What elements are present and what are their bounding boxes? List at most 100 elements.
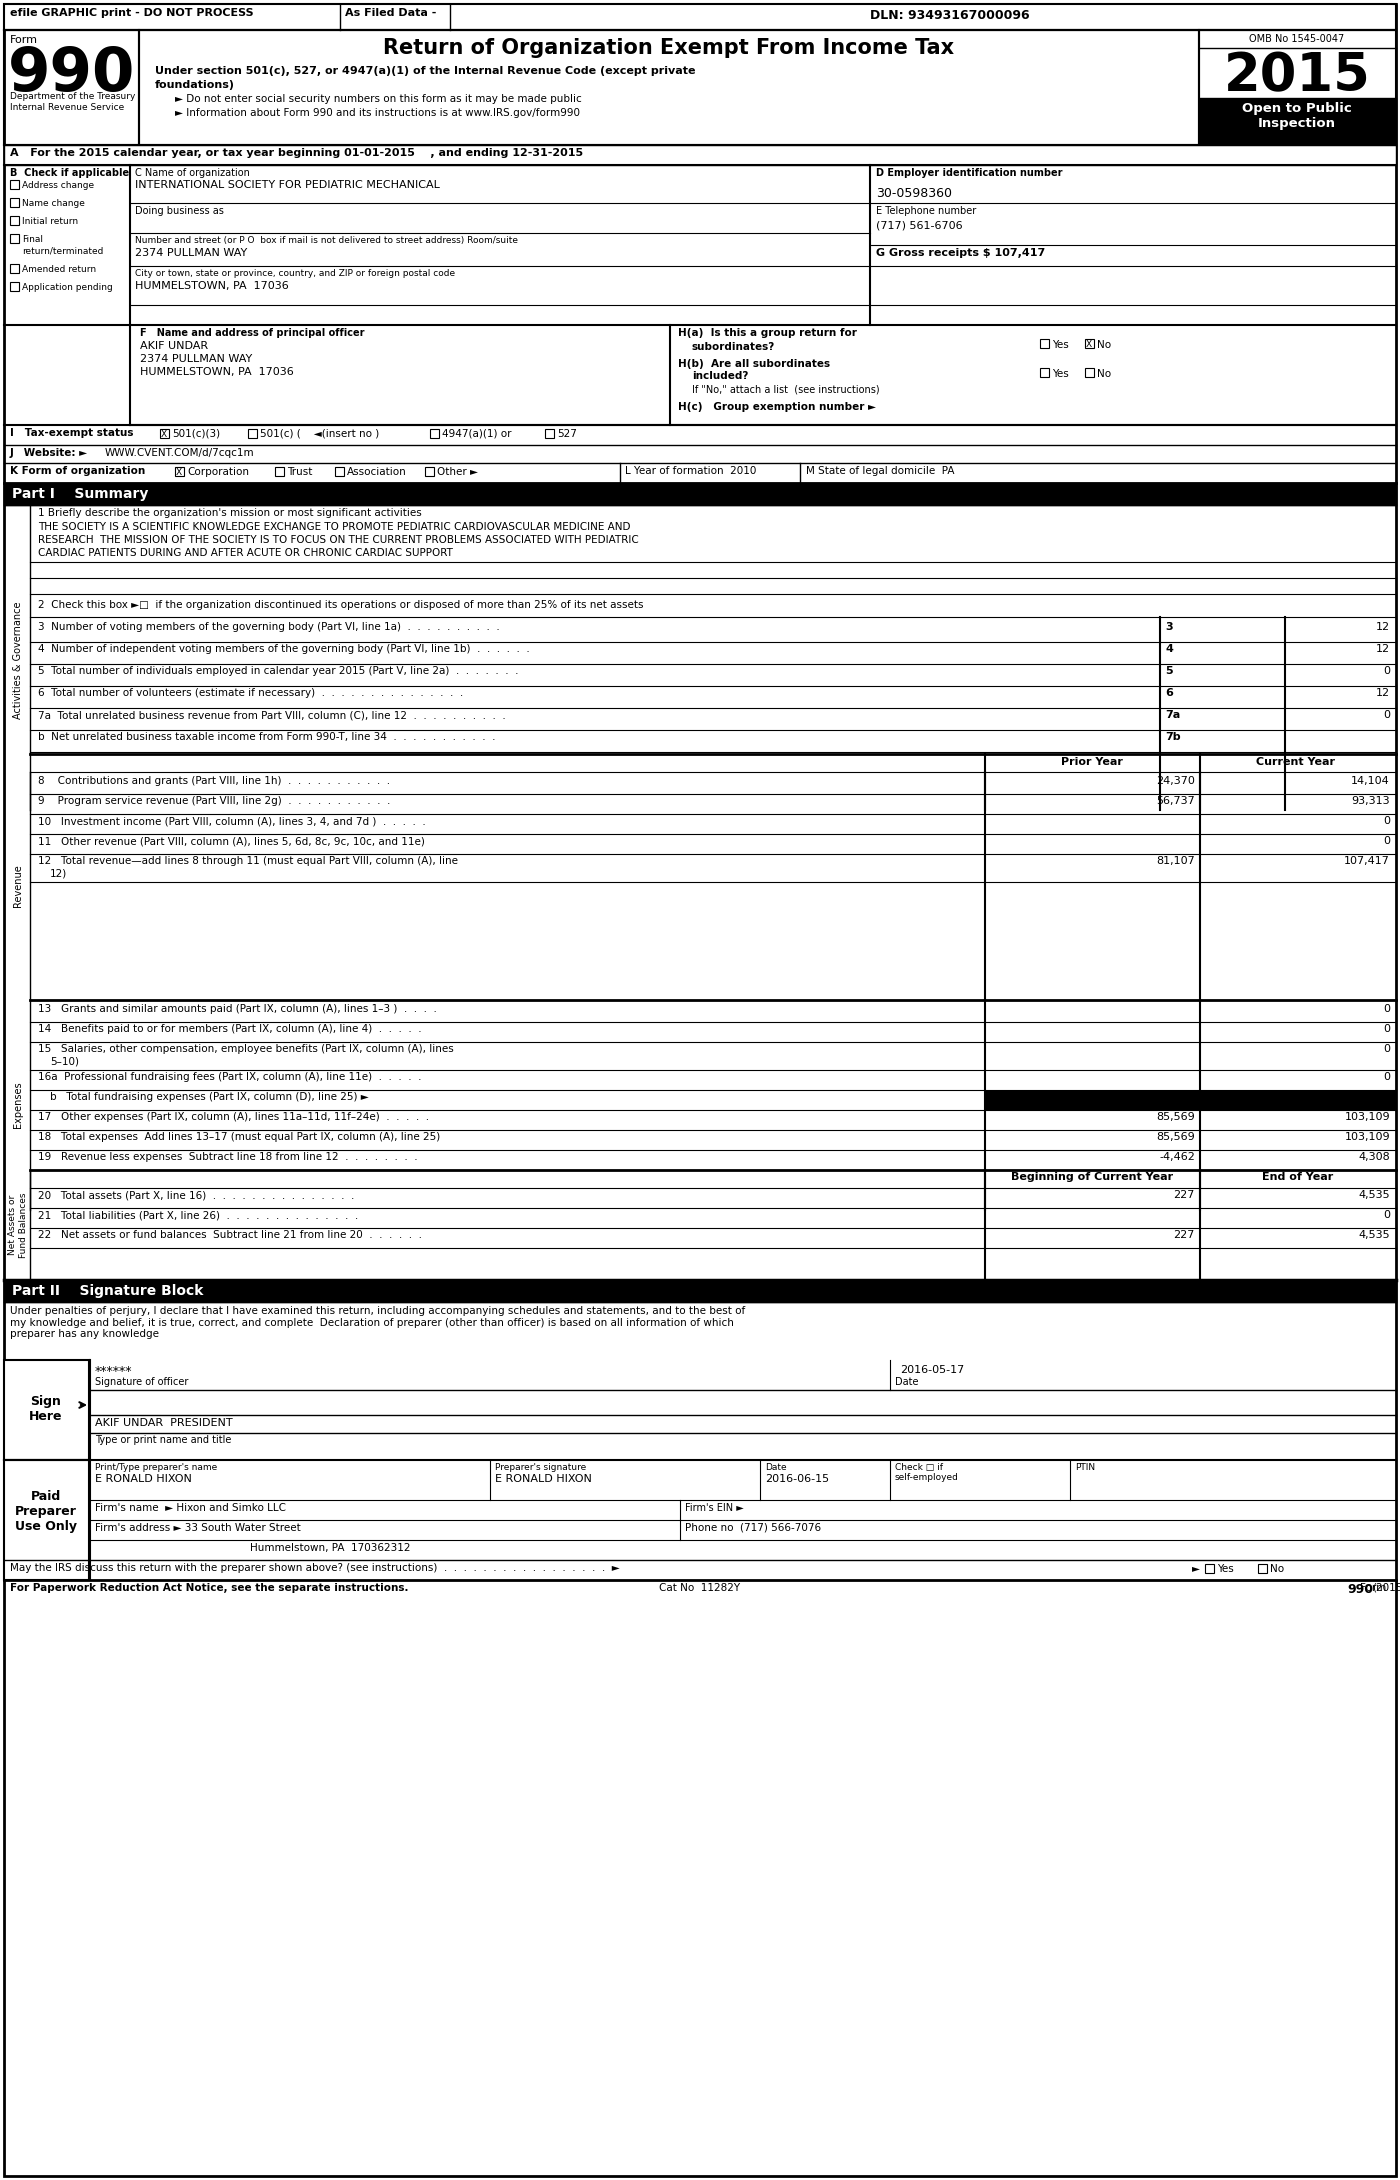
Text: Yes: Yes — [1051, 340, 1068, 351]
Text: 17   Other expenses (Part IX, column (A), lines 11a–11d, 11f–24e)  .  .  .  .  .: 17 Other expenses (Part IX, column (A), … — [38, 1112, 430, 1123]
Text: 4,308: 4,308 — [1358, 1151, 1390, 1162]
Text: 0: 0 — [1383, 1044, 1390, 1053]
Text: Address change: Address change — [22, 181, 94, 190]
Text: 2  Check this box ►□  if the organization discontinued its operations or dispose: 2 Check this box ►□ if the organization … — [38, 600, 644, 610]
Text: 14   Benefits paid to or for members (Part IX, column (A), line 4)  .  .  .  .  : 14 Benefits paid to or for members (Part… — [38, 1025, 421, 1033]
Text: Type or print name and title: Type or print name and title — [95, 1434, 231, 1445]
Text: 3: 3 — [1165, 621, 1173, 632]
Bar — [4, 1360, 90, 1461]
Text: OMB No 1545-0047: OMB No 1545-0047 — [1249, 35, 1344, 44]
Bar — [4, 4, 1396, 31]
Bar — [139, 31, 1198, 146]
Text: CARDIAC PATIENTS DURING AND AFTER ACUTE OR CHRONIC CARDIAC SUPPORT: CARDIAC PATIENTS DURING AND AFTER ACUTE … — [38, 547, 452, 558]
Text: 5  Total number of individuals employed in calendar year 2015 (Part V, line 2a) : 5 Total number of individuals employed i… — [38, 667, 518, 676]
Text: Date: Date — [895, 1378, 918, 1386]
Text: 501(c) (    ◄(insert no ): 501(c) ( ◄(insert no ) — [260, 429, 379, 438]
Text: J   Website: ►: J Website: ► — [10, 449, 88, 458]
Text: 527: 527 — [557, 429, 577, 438]
Text: Final: Final — [22, 235, 43, 244]
Text: 21   Total liabilities (Part X, line 26)  .  .  .  .  .  .  .  .  .  .  .  .  . : 21 Total liabilities (Part X, line 26) .… — [38, 1210, 358, 1221]
Text: Revenue: Revenue — [13, 865, 22, 907]
Text: 4,535: 4,535 — [1358, 1190, 1390, 1199]
Text: 990: 990 — [1347, 1583, 1373, 1596]
Bar — [10, 181, 20, 190]
Text: Paid
Preparer
Use Only: Paid Preparer Use Only — [15, 1489, 77, 1533]
Text: RESEARCH  THE MISSION OF THE SOCIETY IS TO FOCUS ON THE CURRENT PROBLEMS ASSOCIA: RESEARCH THE MISSION OF THE SOCIETY IS T… — [38, 534, 638, 545]
Text: Date: Date — [764, 1463, 787, 1472]
Text: Corporation: Corporation — [188, 467, 249, 477]
Text: Trust: Trust — [287, 467, 312, 477]
Text: Print/Type preparer's name: Print/Type preparer's name — [95, 1463, 217, 1472]
Text: No: No — [1270, 1563, 1284, 1574]
Bar — [4, 146, 1396, 166]
Bar — [1040, 340, 1049, 349]
Text: 2016-06-15: 2016-06-15 — [764, 1474, 829, 1485]
Text: 7a: 7a — [1165, 711, 1180, 719]
Text: Form: Form — [10, 35, 38, 46]
Text: City or town, state or province, country, and ZIP or foreign postal code: City or town, state or province, country… — [134, 268, 455, 279]
Text: 14,104: 14,104 — [1351, 776, 1390, 787]
Text: PTIN: PTIN — [1075, 1463, 1095, 1472]
Text: Return of Organization Exempt From Income Tax: Return of Organization Exempt From Incom… — [384, 37, 955, 59]
Text: 990: 990 — [8, 46, 136, 105]
Text: Sign
Here: Sign Here — [29, 1395, 63, 1424]
Text: included?: included? — [692, 371, 749, 382]
Text: 18   Total expenses  Add lines 13–17 (must equal Part IX, column (A), line 25): 18 Total expenses Add lines 13–17 (must … — [38, 1131, 440, 1142]
Text: b  Net unrelated business taxable income from Form 990-T, line 34  .  .  .  .  .: b Net unrelated business taxable income … — [38, 732, 496, 741]
Bar — [274, 467, 284, 475]
Text: H(c)   Group exemption number ►: H(c) Group exemption number ► — [678, 401, 876, 412]
Text: 13   Grants and similar amounts paid (Part IX, column (A), lines 1–3 )  .  .  . : 13 Grants and similar amounts paid (Part… — [38, 1005, 437, 1014]
Text: 7b: 7b — [1165, 732, 1180, 741]
Bar — [4, 31, 139, 146]
Text: 0: 0 — [1383, 711, 1390, 719]
Text: 1 Briefly describe the organization's mission or most significant activities: 1 Briefly describe the organization's mi… — [38, 508, 421, 519]
Text: 0: 0 — [1383, 815, 1390, 826]
Text: Expenses: Expenses — [13, 1081, 22, 1129]
Text: Beginning of Current Year: Beginning of Current Year — [1011, 1173, 1173, 1182]
Text: Application pending: Application pending — [22, 283, 113, 292]
Text: 93,313: 93,313 — [1351, 796, 1390, 807]
Text: 12   Total revenue—add lines 8 through 11 (must equal Part VIII, column (A), lin: 12 Total revenue—add lines 8 through 11 … — [38, 857, 458, 865]
Bar — [430, 429, 440, 438]
Text: Association: Association — [347, 467, 407, 477]
Text: Firm's name  ► Hixon and Simko LLC: Firm's name ► Hixon and Simko LLC — [95, 1502, 286, 1513]
Text: efile GRAPHIC print - DO NOT PROCESS: efile GRAPHIC print - DO NOT PROCESS — [10, 9, 253, 17]
Bar — [10, 264, 20, 272]
Bar — [1198, 31, 1396, 146]
Text: Prior Year: Prior Year — [1061, 756, 1123, 767]
Text: AKIF UNDAR: AKIF UNDAR — [140, 340, 209, 351]
Text: 12: 12 — [1376, 643, 1390, 654]
Bar — [545, 429, 554, 438]
Bar — [986, 1090, 1396, 1110]
Bar — [10, 198, 20, 207]
Text: 56,737: 56,737 — [1156, 796, 1196, 807]
Text: K Form of organization: K Form of organization — [10, 467, 146, 475]
Text: Under section 501(c), 527, or 4947(a)(1) of the Internal Revenue Code (except pr: Under section 501(c), 527, or 4947(a)(1)… — [155, 65, 696, 76]
Text: Preparer's signature: Preparer's signature — [496, 1463, 587, 1472]
Text: E RONALD HIXON: E RONALD HIXON — [496, 1474, 592, 1485]
Text: 103,109: 103,109 — [1344, 1112, 1390, 1123]
Text: Number and street (or P O  box if mail is not delivered to street address) Room/: Number and street (or P O box if mail is… — [134, 235, 518, 244]
Text: Other ►: Other ► — [437, 467, 477, 477]
Text: Yes: Yes — [1217, 1563, 1233, 1574]
Text: 85,569: 85,569 — [1156, 1112, 1196, 1123]
Text: 19   Revenue less expenses  Subtract line 18 from line 12  .  .  .  .  .  .  .  : 19 Revenue less expenses Subtract line 1… — [38, 1151, 417, 1162]
Text: 30-0598360: 30-0598360 — [876, 187, 952, 201]
Text: Department of the Treasury: Department of the Treasury — [10, 92, 136, 100]
Text: 8    Contributions and grants (Part VIII, line 1h)  .  .  .  .  .  .  .  .  .  .: 8 Contributions and grants (Part VIII, l… — [38, 776, 391, 787]
Text: Part II    Signature Block: Part II Signature Block — [13, 1284, 203, 1297]
Text: X: X — [161, 429, 167, 438]
Text: 6  Total number of volunteers (estimate if necessary)  .  .  .  .  .  .  .  .  .: 6 Total number of volunteers (estimate i… — [38, 689, 463, 698]
Bar — [4, 1280, 1396, 1301]
Text: Current Year: Current Year — [1256, 756, 1334, 767]
Text: B  Check if applicable: B Check if applicable — [10, 168, 129, 179]
Text: End of Year: End of Year — [1263, 1173, 1334, 1182]
Text: HUMMELSTOWN, PA  17036: HUMMELSTOWN, PA 17036 — [140, 366, 294, 377]
Bar — [1259, 1563, 1267, 1574]
Text: 85,569: 85,569 — [1156, 1131, 1196, 1142]
Text: Initial return: Initial return — [22, 218, 78, 227]
Text: (717) 561-6706: (717) 561-6706 — [876, 220, 963, 231]
Text: 227: 227 — [1173, 1190, 1196, 1199]
Text: 0: 0 — [1383, 1005, 1390, 1014]
Text: 4  Number of independent voting members of the governing body (Part VI, line 1b): 4 Number of independent voting members o… — [38, 643, 529, 654]
